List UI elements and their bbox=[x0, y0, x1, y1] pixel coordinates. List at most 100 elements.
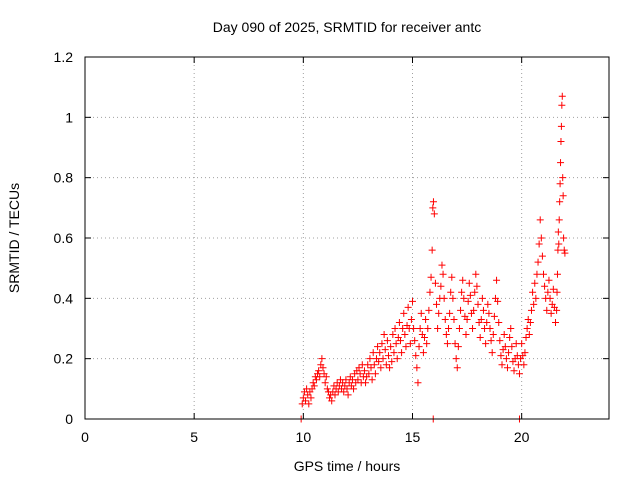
data-point bbox=[503, 364, 511, 372]
x-tick-label: 15 bbox=[405, 429, 421, 445]
data-point bbox=[380, 331, 388, 339]
y-tick-label: 1 bbox=[65, 109, 73, 125]
grid-lines bbox=[85, 57, 609, 419]
y-tick-label: 0.8 bbox=[54, 170, 74, 186]
data-point bbox=[462, 331, 470, 339]
data-point bbox=[454, 343, 462, 351]
data-point bbox=[406, 340, 414, 348]
data-point bbox=[386, 364, 394, 372]
data-point bbox=[369, 349, 377, 357]
data-point bbox=[439, 270, 447, 278]
data-point bbox=[506, 334, 514, 342]
data-point bbox=[409, 297, 416, 305]
data-point bbox=[553, 270, 561, 278]
chart-title: Day 090 of 2025, SRMTID for receiver ant… bbox=[213, 19, 481, 35]
data-point bbox=[315, 367, 323, 375]
x-tick-label: 20 bbox=[514, 429, 530, 445]
data-point bbox=[421, 334, 429, 342]
data-point bbox=[399, 325, 407, 332]
data-point bbox=[342, 376, 350, 384]
data-point bbox=[364, 361, 372, 369]
data-point bbox=[515, 370, 523, 378]
y-tick-label: 0.6 bbox=[54, 230, 74, 246]
data-point bbox=[508, 343, 516, 351]
data-point bbox=[298, 400, 306, 408]
data-point bbox=[451, 340, 459, 348]
data-point bbox=[558, 101, 566, 109]
data-point bbox=[443, 340, 451, 348]
y-tick-label: 1.2 bbox=[54, 49, 74, 65]
data-point bbox=[302, 397, 310, 405]
data-point bbox=[449, 294, 457, 302]
data-point bbox=[537, 234, 545, 242]
data-point bbox=[356, 370, 364, 378]
data-point bbox=[560, 246, 568, 254]
data-point bbox=[559, 192, 567, 200]
data-point bbox=[535, 240, 543, 248]
data-point bbox=[549, 285, 557, 293]
data-point bbox=[344, 391, 352, 399]
data-point bbox=[554, 246, 562, 254]
data-point bbox=[530, 300, 538, 308]
data-point bbox=[500, 331, 508, 339]
data-point bbox=[485, 309, 493, 317]
data-point bbox=[419, 349, 427, 357]
data-point bbox=[305, 400, 313, 408]
data-point bbox=[401, 331, 409, 339]
data-point bbox=[527, 306, 535, 314]
data-point bbox=[521, 349, 529, 357]
data-point bbox=[476, 334, 484, 342]
data-point bbox=[494, 297, 502, 305]
data-point bbox=[555, 216, 563, 224]
data-point bbox=[445, 325, 453, 332]
data-point bbox=[471, 288, 479, 296]
data-point bbox=[410, 325, 418, 332]
data-point bbox=[546, 294, 554, 302]
data-point bbox=[323, 385, 331, 393]
data-point bbox=[381, 346, 389, 354]
data-point bbox=[490, 312, 498, 320]
data-point bbox=[483, 318, 491, 326]
data-point bbox=[559, 174, 567, 182]
data-point bbox=[310, 382, 318, 390]
data-point bbox=[319, 364, 327, 372]
data-point bbox=[459, 276, 467, 284]
data-point bbox=[507, 325, 515, 332]
x-tick-label: 5 bbox=[190, 429, 198, 445]
data-point bbox=[400, 309, 408, 317]
data-point bbox=[442, 331, 450, 339]
data-point bbox=[366, 355, 374, 363]
data-point bbox=[520, 361, 528, 369]
data-point bbox=[510, 367, 518, 375]
data-point bbox=[416, 325, 424, 332]
data-point bbox=[387, 343, 395, 351]
data-point bbox=[340, 388, 348, 396]
data-point bbox=[544, 288, 552, 296]
data-point bbox=[396, 337, 404, 345]
data-point bbox=[368, 376, 376, 384]
data-point bbox=[362, 379, 370, 387]
data-point bbox=[458, 288, 466, 296]
data-point bbox=[540, 270, 547, 278]
data-point bbox=[534, 258, 542, 266]
data-point bbox=[425, 306, 433, 314]
data-point bbox=[541, 282, 549, 290]
y-tick-labels: 0 0.2 0.4 0.6 0.8 1 1.2 bbox=[54, 49, 74, 427]
data-point bbox=[553, 306, 561, 314]
data-point bbox=[389, 331, 397, 339]
data-point bbox=[413, 364, 421, 372]
data-point bbox=[427, 273, 435, 281]
data-point bbox=[529, 288, 537, 296]
data-point bbox=[378, 340, 386, 348]
data-point bbox=[460, 294, 468, 302]
data-point bbox=[411, 337, 419, 345]
y-tick-label: 0.2 bbox=[54, 351, 74, 367]
data-point bbox=[522, 334, 530, 342]
data-point bbox=[307, 394, 315, 402]
data-point bbox=[438, 261, 446, 269]
data-point bbox=[556, 180, 564, 188]
data-point bbox=[466, 291, 474, 299]
data-point bbox=[383, 337, 391, 345]
data-point bbox=[486, 325, 494, 332]
data-point bbox=[557, 137, 565, 145]
